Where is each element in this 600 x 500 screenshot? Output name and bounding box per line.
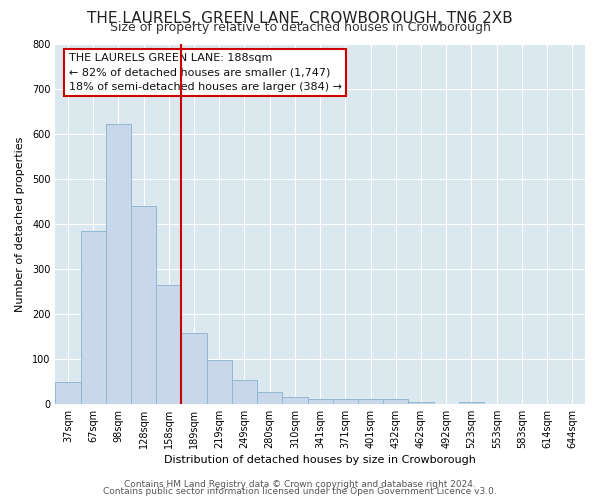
Bar xyxy=(383,400,409,404)
Bar xyxy=(232,380,257,404)
Bar xyxy=(181,333,206,404)
Bar xyxy=(459,402,484,404)
Bar xyxy=(80,230,106,404)
Bar xyxy=(333,400,358,404)
Text: Contains public sector information licensed under the Open Government Licence v3: Contains public sector information licen… xyxy=(103,488,497,496)
X-axis label: Distribution of detached houses by size in Crowborough: Distribution of detached houses by size … xyxy=(164,455,476,465)
Bar xyxy=(358,400,383,404)
Bar xyxy=(55,382,80,404)
Bar xyxy=(131,206,156,404)
Bar xyxy=(257,392,283,404)
Bar xyxy=(283,397,308,404)
Text: THE LAURELS, GREEN LANE, CROWBOROUGH, TN6 2XB: THE LAURELS, GREEN LANE, CROWBOROUGH, TN… xyxy=(87,11,513,26)
Bar xyxy=(156,284,181,404)
Text: Contains HM Land Registry data © Crown copyright and database right 2024.: Contains HM Land Registry data © Crown c… xyxy=(124,480,476,489)
Bar xyxy=(206,360,232,404)
Text: THE LAURELS GREEN LANE: 188sqm
← 82% of detached houses are smaller (1,747)
18% : THE LAURELS GREEN LANE: 188sqm ← 82% of … xyxy=(68,53,341,92)
Bar xyxy=(106,124,131,404)
Y-axis label: Number of detached properties: Number of detached properties xyxy=(15,136,25,312)
Bar xyxy=(308,400,333,404)
Text: Size of property relative to detached houses in Crowborough: Size of property relative to detached ho… xyxy=(110,22,490,35)
Bar xyxy=(409,402,434,404)
